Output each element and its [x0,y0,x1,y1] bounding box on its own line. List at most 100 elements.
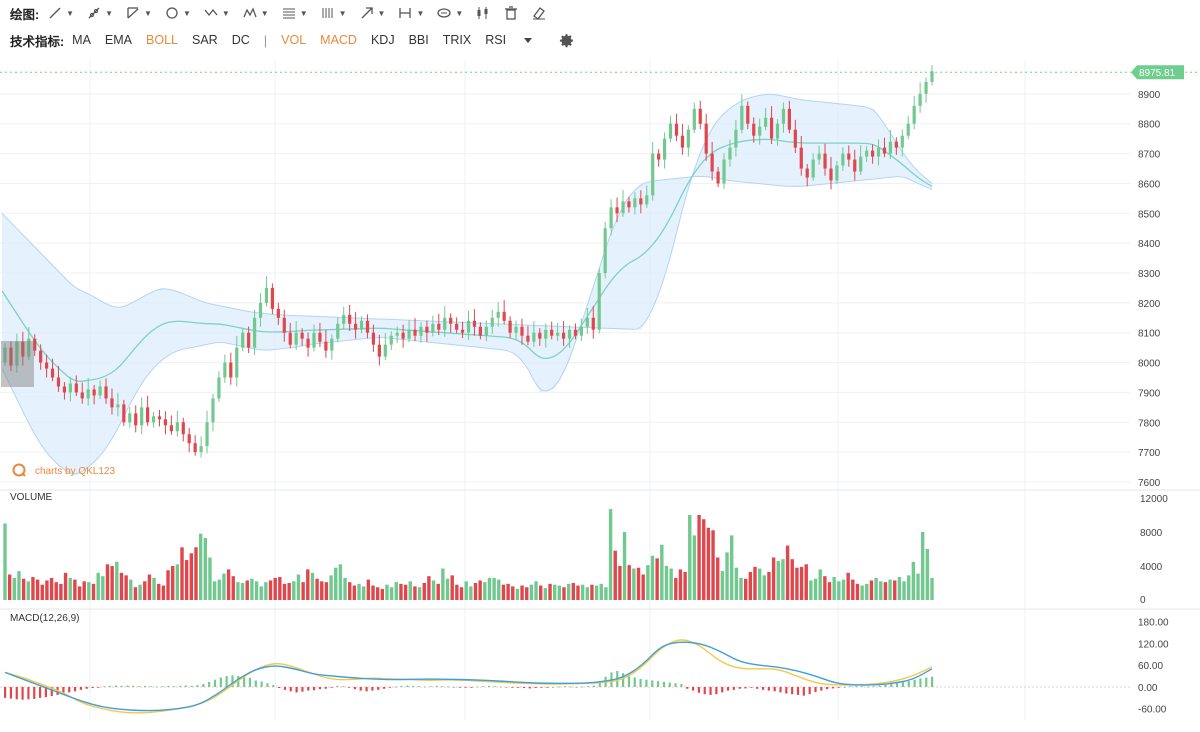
candle-body [359,320,364,330]
chevron-down-icon: ▼ [144,8,152,18]
candle [710,141,714,181]
volume-bar [548,583,552,600]
macd-histogram-bar [330,686,333,688]
candle-body [80,392,84,399]
macd-histogram-bar [866,686,870,688]
volume-bar [785,545,790,600]
brand-logo-tail [21,472,26,477]
macd-histogram-bar [161,686,164,688]
candle [175,410,179,437]
gear-icon [559,33,574,47]
more-indicators-dropdown[interactable] [520,32,536,48]
volume-bar [310,572,315,600]
volume-bar [725,552,729,600]
candle-body [324,341,328,351]
settings-button[interactable] [558,32,575,49]
indicator-trix[interactable]: TRIX [442,33,472,47]
macd-histogram-bar [837,686,840,688]
indicator-kdj[interactable]: KDJ [370,33,395,47]
volume-bar [716,557,720,600]
candle-body [264,287,269,303]
indicator-bbi[interactable]: BBI [408,33,429,47]
candle-body [252,317,257,348]
candle [288,322,292,349]
indicator-ema[interactable]: EMA [104,33,133,47]
indicator-ma[interactable]: MA [72,33,91,47]
macd-histogram-bar [476,686,479,688]
volume-bar [753,566,757,600]
line-tool-button[interactable]: ▼ [47,5,74,21]
trash-icon [505,6,518,20]
macd-histogram-bar [831,686,835,689]
volume-bar [501,584,506,600]
macd-histogram-bar [108,685,112,687]
volume-bar [105,564,110,600]
candle [692,102,696,134]
candle [353,312,358,339]
candle-body [930,71,934,82]
volume-bar [907,575,911,600]
caret-down-icon [524,38,533,43]
measure-tool-button[interactable]: ▼ [397,5,424,21]
last-price-tag [1131,65,1184,80]
indicator-rsi[interactable]: RSI [485,33,507,47]
macd-histogram-bar [412,685,415,687]
volume-bar [441,568,445,600]
ray-tool-button[interactable]: ▼ [86,5,113,21]
price-axis-tick: 7800 [1138,418,1161,429]
channel-tool-button[interactable]: ▼ [125,5,152,21]
volume-bar [329,575,333,600]
shape-tool-button[interactable]: ▼ [164,5,191,21]
macd-histogram-bar [901,682,905,687]
arrow-tool-button[interactable]: ▼ [359,5,385,21]
erase-tool-button[interactable] [531,5,547,21]
indicator-vol[interactable]: VOL [281,33,307,47]
delete-tool-button[interactable] [503,5,519,21]
volume-bar [492,577,496,600]
candle [74,375,78,397]
candle [579,318,584,342]
candle-body [799,147,803,169]
macd-histogram-bar [307,686,310,691]
candle-body [704,123,708,154]
note-tool-button[interactable]: ▼ [436,5,463,21]
candle-body [674,123,679,136]
macd-histogram-bar [622,673,625,687]
candle-body [241,332,245,348]
volume-bar [73,579,77,600]
candle-body [68,383,72,393]
volume-bar [96,572,100,600]
macd-histogram-bar [318,686,322,690]
macd-histogram-bar [878,685,881,687]
candle [146,395,150,426]
volume-bar [315,578,319,600]
volume-bar [585,587,589,600]
macd-histogram-bar [931,676,934,687]
candle [556,322,560,342]
indicator-boll[interactable]: BOLL [146,33,178,47]
macd-histogram-bar [796,686,800,695]
volume-bar [525,587,529,600]
macd-histogram-bar [149,686,152,688]
candle [383,333,387,361]
indicator-dc[interactable]: DC [231,33,250,47]
candle [437,313,441,336]
macd-histogram-bar [342,686,345,688]
note-icon [437,8,452,18]
pattern-tool-button[interactable]: ▼ [203,5,230,21]
candle [918,82,922,113]
macd-histogram-bar [522,686,526,689]
volume-bar [152,577,156,600]
indicator-sar[interactable]: SAR [191,33,218,47]
brand-text: charts by QKL123 [35,466,115,477]
price-axis-tick: 7600 [1138,478,1161,489]
candle-tool-button[interactable] [475,5,491,21]
indicator-macd[interactable]: MACD [320,33,357,47]
period-tool-button[interactable]: ▼ [320,5,347,21]
fib-tool-button[interactable]: ▼ [281,5,308,21]
volume-bar [702,519,706,600]
volume-bar [320,581,324,600]
wave-tool-button[interactable]: ▼ [242,5,269,21]
macd-histogram-bar [662,681,666,687]
